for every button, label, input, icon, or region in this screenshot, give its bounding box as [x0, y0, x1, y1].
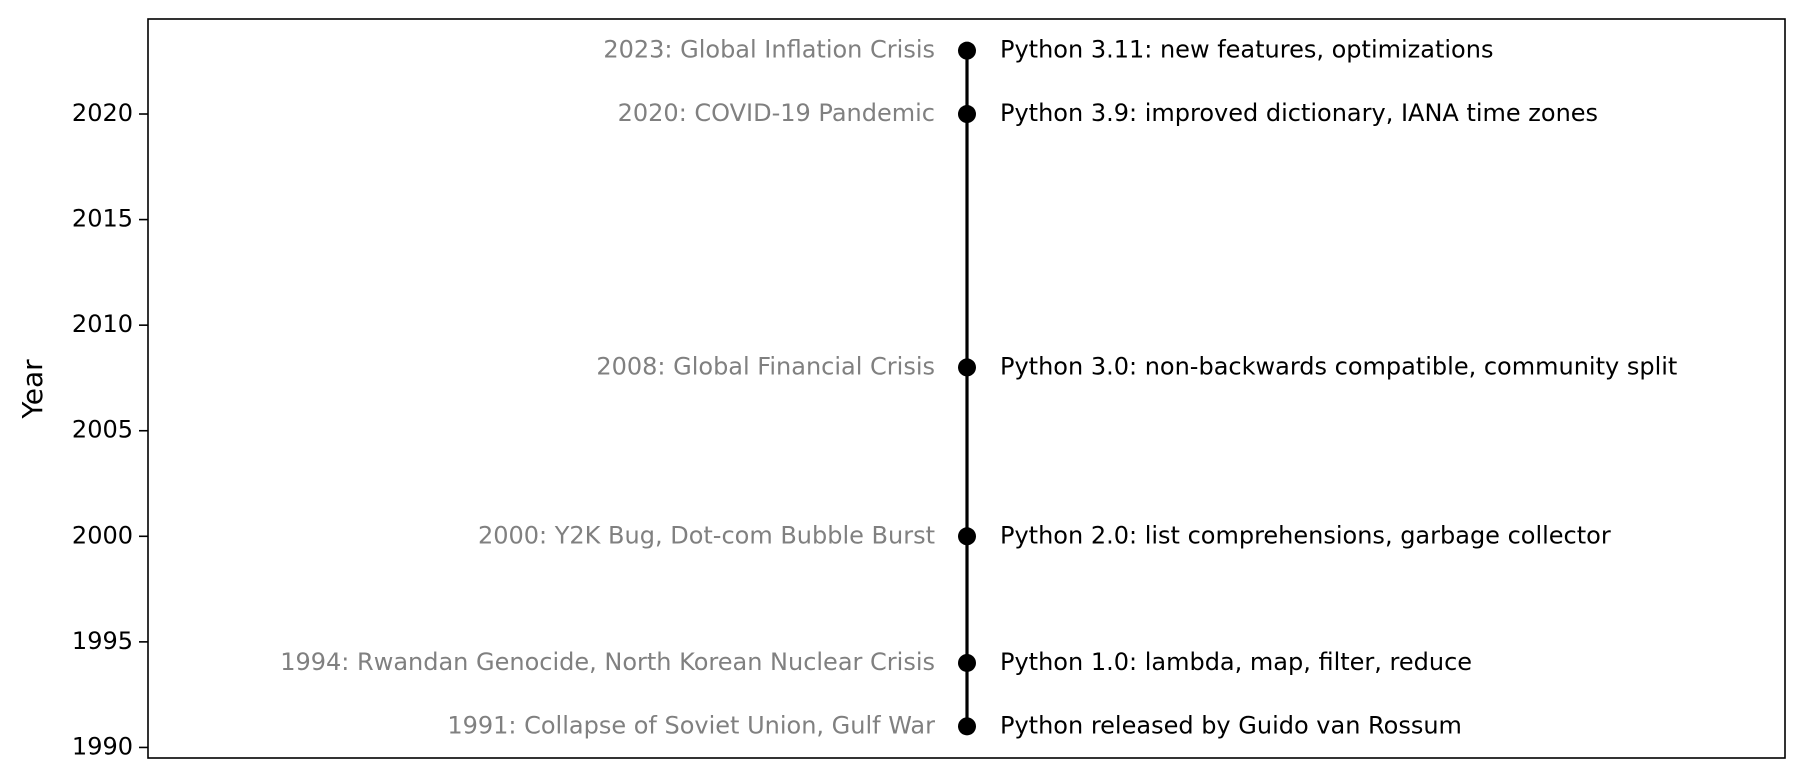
world-event-label: 1991: Collapse of Soviet Union, Gulf War [447, 711, 935, 739]
event-marker [958, 105, 976, 124]
python-event-label: Python released by Guido van Rossum [1000, 711, 1462, 739]
event-marker [958, 41, 976, 60]
world-event-label: 1994: Rwandan Genocide, North Korean Nuc… [280, 648, 935, 676]
y-tick-label: 2010 [72, 310, 133, 338]
world-event-label: 2008: Global Financial Crisis [596, 352, 935, 380]
y-tick-label: 2020 [72, 99, 133, 127]
python-event-label: Python 3.0: non-backwards compatible, co… [1000, 352, 1677, 380]
python-event-label: Python 2.0: list comprehensions, garbage… [1000, 521, 1611, 549]
event-labels: 1991: Collapse of Soviet Union, Gulf War… [280, 36, 1677, 740]
y-tick-label: 2000 [72, 521, 133, 549]
y-tick-label: 1995 [72, 627, 133, 655]
plot-frame [147, 18, 1786, 759]
event-marker [958, 717, 976, 736]
world-event-label: 2000: Y2K Bug, Dot-com Bubble Burst [478, 521, 935, 549]
python-event-label: Python 3.11: new features, optimizations [1000, 36, 1493, 64]
event-marker [958, 653, 976, 672]
world-event-label: 2023: Global Inflation Crisis [603, 36, 935, 64]
y-tick-label: 2005 [72, 416, 133, 444]
y-tick-label: 2015 [72, 205, 133, 233]
event-marker [958, 358, 976, 377]
python-event-label: Python 1.0: lambda, map, filter, reduce [1000, 648, 1472, 676]
y-tick-label: 1990 [72, 732, 133, 760]
event-marker [958, 527, 976, 546]
timeline-series [958, 41, 976, 736]
world-event-label: 2020: COVID-19 Pandemic [618, 99, 935, 127]
y-axis-title: Year [16, 359, 49, 420]
y-axis: 1990 1995 2000 2005 2010 2015 2020 [72, 99, 148, 760]
python-event-label: Python 3.9: improved dictionary, IANA ti… [1000, 99, 1598, 127]
